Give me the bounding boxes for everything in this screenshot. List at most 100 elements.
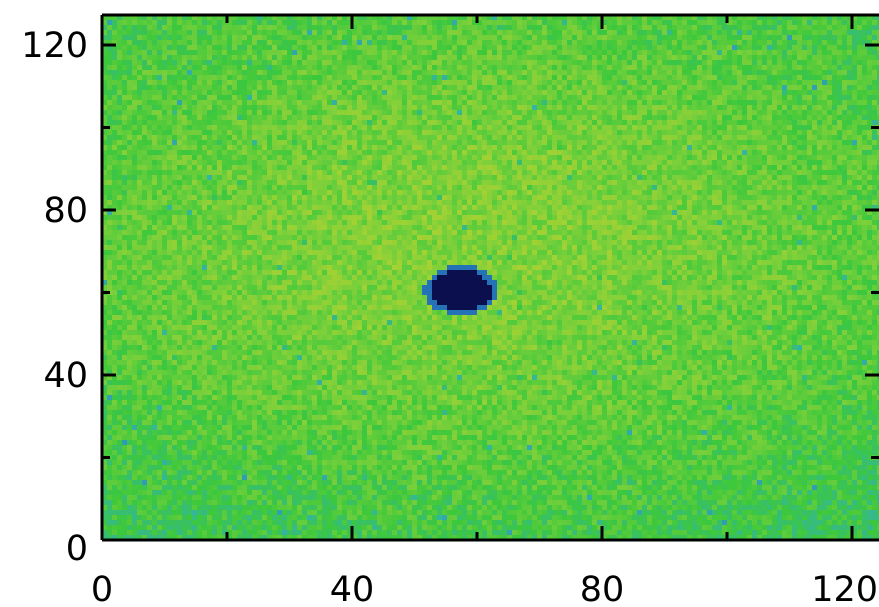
- heatmap-cell: [537, 100, 543, 106]
- heatmap-cell: [287, 60, 293, 66]
- heatmap-cell: [162, 130, 168, 136]
- heatmap-cell: [397, 25, 403, 31]
- heatmap-cell: [457, 20, 463, 26]
- heatmap-cell: [272, 90, 278, 96]
- heatmap-cell: [137, 85, 143, 91]
- heatmap-cell: [347, 70, 353, 76]
- heatmap-cell: [657, 25, 663, 31]
- heatmap-cell: [597, 50, 603, 56]
- heatmap-cell: [312, 55, 318, 61]
- heatmap-cell: [512, 135, 518, 141]
- heatmap-cell: [427, 105, 433, 111]
- heatmap-cell: [577, 120, 583, 126]
- heatmap-cell: [112, 45, 118, 51]
- heatmap-cell: [752, 115, 758, 121]
- heatmap-cell: [357, 70, 363, 76]
- heatmap-cell: [512, 70, 518, 76]
- heatmap-cell: [417, 45, 423, 51]
- heatmap-cell: [717, 170, 723, 176]
- heatmap-cell: [507, 20, 513, 26]
- heatmap-cell: [817, 60, 823, 66]
- heatmap-cell: [147, 50, 153, 56]
- heatmap-cell: [477, 70, 483, 76]
- heatmap-cell: [592, 115, 598, 121]
- heatmap-cell: [587, 75, 593, 81]
- heatmap-cell: [682, 145, 688, 151]
- heatmap-cell: [827, 125, 833, 131]
- heatmap-cell: [252, 15, 258, 21]
- heatmap-cell: [542, 90, 548, 96]
- heatmap-cell: [207, 100, 213, 106]
- heatmap-cell: [812, 155, 818, 161]
- heatmap-cell: [412, 65, 418, 71]
- heatmap-cell: [802, 40, 808, 46]
- heatmap-cell: [657, 90, 663, 96]
- heatmap-cell: [142, 25, 148, 31]
- heatmap-cell: [292, 15, 298, 21]
- heatmap-cell: [392, 50, 398, 56]
- heatmap-cell: [632, 145, 638, 151]
- heatmap-cell: [847, 90, 853, 96]
- heatmap-cell: [347, 15, 353, 21]
- heatmap-cell: [302, 115, 308, 121]
- heatmap-cell: [847, 140, 853, 146]
- heatmap-cell: [387, 155, 393, 161]
- heatmap-cell: [642, 110, 648, 116]
- heatmap-cell: [627, 55, 633, 61]
- heatmap-cell: [347, 135, 353, 141]
- heatmap-cell: [287, 165, 293, 171]
- heatmap-cell: [707, 120, 713, 126]
- heatmap-cell: [757, 40, 763, 46]
- heatmap-cell: [627, 75, 633, 81]
- heatmap-cell: [547, 45, 553, 51]
- heatmap-cell: [147, 20, 153, 26]
- heatmap-cell: [572, 160, 578, 166]
- heatmap-cell: [342, 155, 348, 161]
- heatmap-cell: [167, 40, 173, 46]
- heatmap-cell: [162, 120, 168, 126]
- heatmap-cell: [632, 125, 638, 131]
- heatmap-cell: [182, 80, 188, 86]
- heatmap-cell: [462, 20, 468, 26]
- heatmap-cell: [792, 20, 798, 26]
- heatmap-cell: [257, 120, 263, 126]
- heatmap-cell: [147, 160, 153, 166]
- heatmap-cell: [607, 105, 613, 111]
- heatmap-cell: [157, 110, 163, 116]
- heatmap-cell: [537, 35, 543, 41]
- heatmap-cell: [337, 50, 343, 56]
- heatmap-cell: [617, 95, 623, 101]
- heatmap-cell: [697, 90, 703, 96]
- heatmap-cell: [447, 65, 453, 71]
- heatmap-cell: [562, 35, 568, 41]
- heatmap-cell: [177, 125, 183, 131]
- heatmap-cell: [312, 15, 318, 21]
- heatmap-cell: [552, 25, 558, 31]
- heatmap-cell: [652, 65, 658, 71]
- heatmap-cell: [807, 70, 813, 76]
- heatmap-cell: [312, 130, 318, 136]
- heatmap-cell: [857, 140, 863, 146]
- heatmap-cell: [307, 35, 313, 41]
- heatmap-cell: [737, 115, 743, 121]
- heatmap-cell: [162, 95, 168, 101]
- heatmap-cell: [397, 20, 403, 26]
- heatmap-cell: [252, 120, 258, 126]
- heatmap-cell: [777, 40, 783, 46]
- heatmap-cell: [337, 55, 343, 61]
- heatmap-cell: [272, 130, 278, 136]
- heatmap-cell: [737, 25, 743, 31]
- heatmap-cell: [767, 35, 773, 41]
- heatmap-cell: [627, 170, 633, 176]
- heatmap-cell: [687, 95, 693, 101]
- heatmap-cell: [197, 115, 203, 121]
- heatmap-cell: [187, 85, 193, 91]
- heatmap-cell: [737, 150, 743, 156]
- heatmap-cell: [182, 25, 188, 31]
- heatmap-cell: [602, 85, 608, 91]
- heatmap-cell: [842, 40, 848, 46]
- heatmap-cell: [792, 125, 798, 131]
- heatmap-cell: [847, 130, 853, 136]
- heatmap-cell: [532, 40, 538, 46]
- heatmap-cell: [712, 135, 718, 141]
